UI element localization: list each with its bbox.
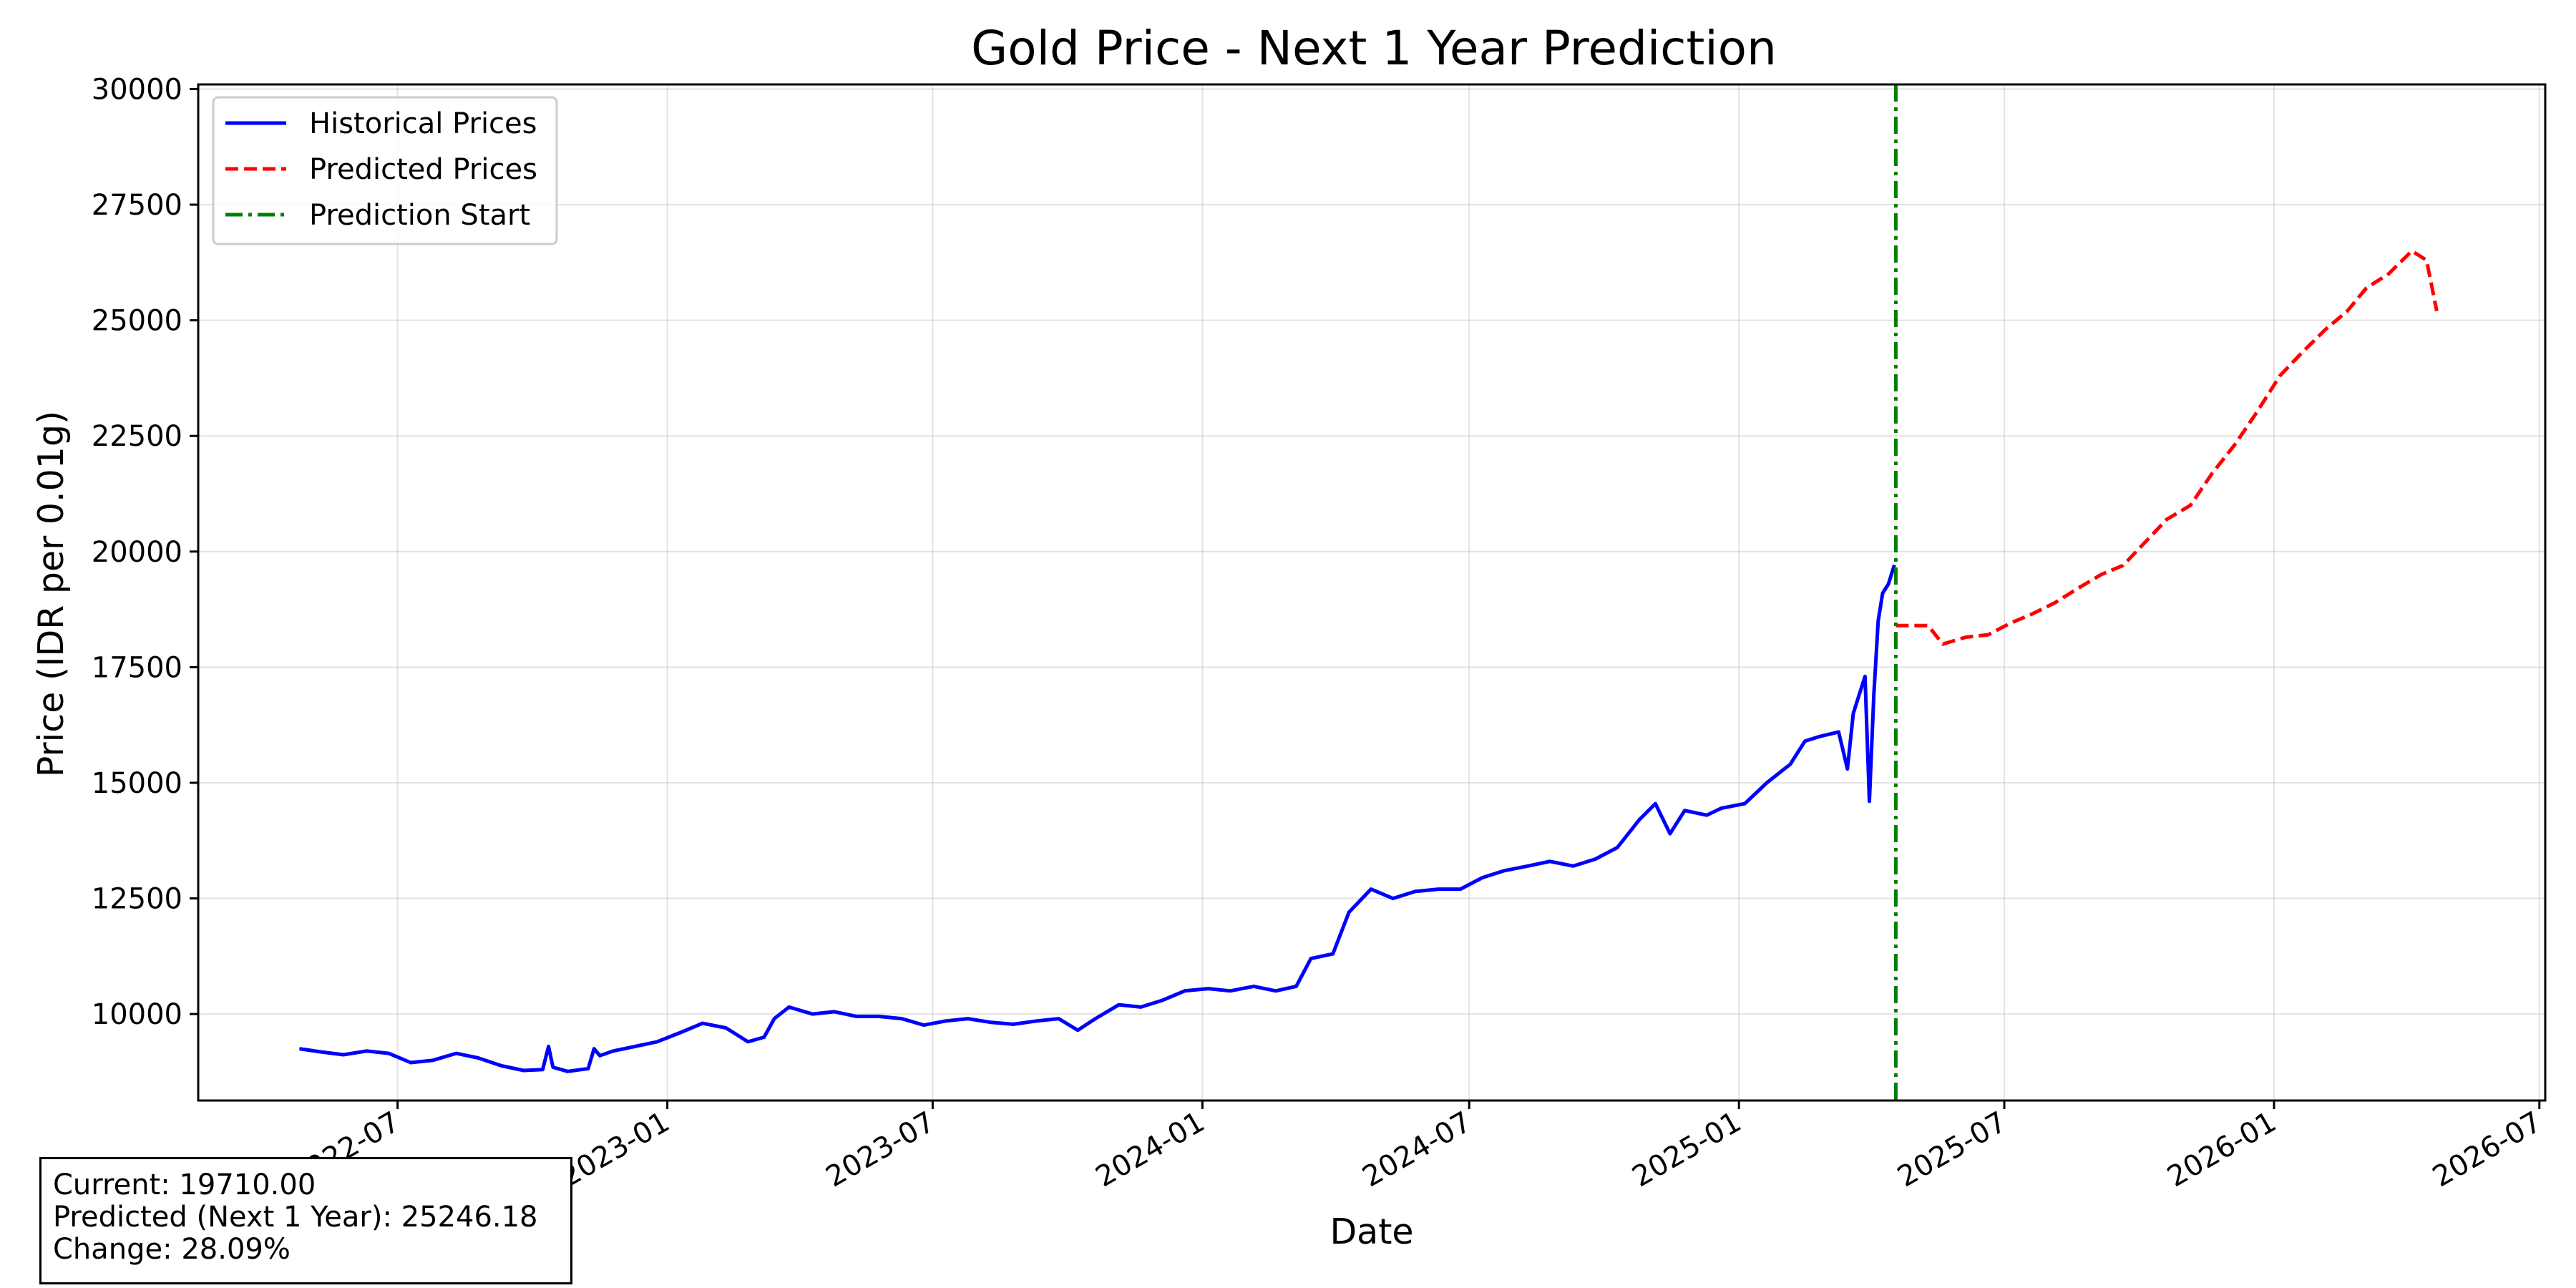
y-tick-label: 30000 [92, 73, 182, 106]
y-tick-label: 10000 [92, 998, 182, 1031]
chart-title: Gold Price - Next 1 Year Prediction [971, 21, 1777, 76]
change-percent-text: Change: 28.09% [53, 1233, 291, 1266]
x-tick-label: 2023-01 [555, 1106, 675, 1194]
y-tick-label: 17500 [92, 651, 182, 684]
x-tick-label: 2024-01 [1091, 1106, 1211, 1194]
y-tick-label: 12500 [92, 883, 182, 916]
plot-frame [197, 83, 2547, 1102]
series-layer [299, 84, 2439, 1101]
x-tick-label: 2026-01 [2162, 1106, 2282, 1194]
x-tick-label: 2025-07 [1892, 1106, 2012, 1194]
predicted-price-text: Predicted (Next 1 Year): 25246.18 [53, 1201, 538, 1234]
predicted-prices-line [1896, 249, 2439, 646]
y-axis-label: Price (IDR per 0.01g) [31, 411, 72, 777]
x-tick-label: 2025-01 [1626, 1106, 1747, 1194]
legend-label-prediction-start: Prediction Start [309, 199, 530, 232]
grid-lines [198, 84, 2545, 1101]
y-tick-label: 22500 [92, 420, 182, 453]
y-tick-label: 20000 [92, 536, 182, 569]
x-tick-label: 2026-07 [2427, 1106, 2547, 1194]
y-tick-label: 27500 [92, 189, 182, 222]
legend-label-historical: Historical Prices [309, 107, 537, 140]
x-tick-label: 2023-07 [821, 1106, 941, 1194]
current-price-text: Current: 19710.00 [53, 1169, 316, 1201]
y-tick-label: 15000 [92, 767, 182, 800]
stats-box: Current: 19710.00 Predicted (Next 1 Year… [39, 1157, 572, 1284]
y-tick-label: 25000 [92, 305, 182, 338]
x-tick-label: 2024-07 [1357, 1106, 1477, 1194]
x-axis-label: Date [1330, 1211, 1413, 1252]
legend-label-predicted: Predicted Prices [309, 153, 537, 186]
legend-frame [212, 96, 558, 245]
historical-prices-line [299, 564, 1896, 1073]
legend: Historical Prices Predicted Prices Predi… [212, 96, 558, 245]
